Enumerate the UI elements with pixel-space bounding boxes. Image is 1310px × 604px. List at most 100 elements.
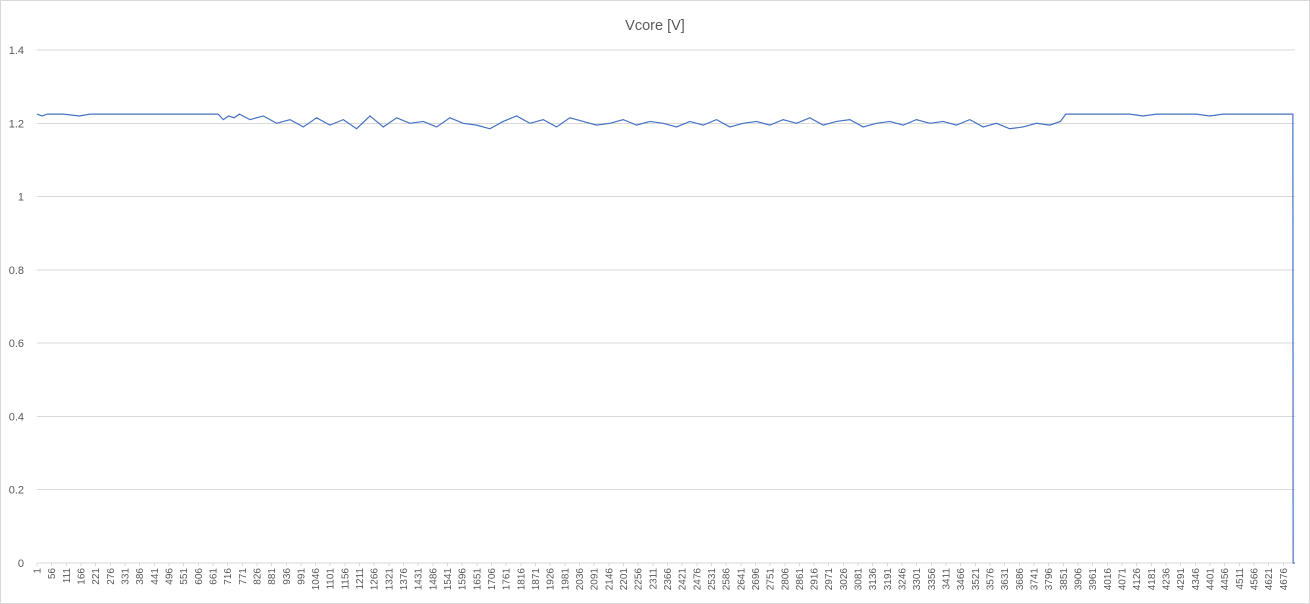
x-tick-label: 4126 <box>1132 568 1143 591</box>
x-tick-label: 3466 <box>956 568 967 591</box>
y-tick-label: 0.4 <box>9 411 24 423</box>
series-group <box>36 113 1295 564</box>
x-tick-label: 56 <box>47 568 58 580</box>
x-tick-label: 4401 <box>1206 568 1217 591</box>
x-tick-label: 2091 <box>590 568 601 591</box>
x-tick-label: 2806 <box>780 568 791 591</box>
x-tick-label: 2586 <box>722 568 733 591</box>
x-tick-label: 1981 <box>560 568 571 591</box>
x-tick-label: 221 <box>91 568 102 585</box>
x-tick-label: 881 <box>267 568 278 585</box>
x-tick-label: 1211 <box>355 568 366 590</box>
x-axis <box>36 562 1295 566</box>
x-tick-label: 2146 <box>604 568 615 591</box>
y-tick-label: 0.2 <box>9 485 24 497</box>
x-tick-label: 331 <box>121 568 132 585</box>
x-tick-label: 1816 <box>516 568 527 591</box>
x-tick-label: 4016 <box>1103 568 1114 591</box>
x-tick-label: 2751 <box>766 568 777 591</box>
x-tick-label: 1431 <box>414 568 425 591</box>
x-tick-label: 3906 <box>1074 568 1085 591</box>
x-tick-label: 4071 <box>1118 568 1129 591</box>
x-tick-label: 2201 <box>619 568 630 591</box>
y-axis-tick-labels: 0 0.2 0.4 0.6 0.8 1 1.2 1.4 <box>9 45 24 570</box>
x-tick-label: 3961 <box>1088 568 1099 591</box>
x-tick-label: 3246 <box>898 568 909 591</box>
y-tick-label: 0.8 <box>9 265 24 277</box>
x-tick-label: 716 <box>223 568 234 585</box>
x-tick-label: 1321 <box>384 568 395 591</box>
x-tick-label: 496 <box>165 568 176 585</box>
x-tick-label: 1926 <box>546 568 557 591</box>
x-tick-label: 3301 <box>912 568 923 591</box>
x-tick-label: 3191 <box>883 568 894 591</box>
x-tick-label: 166 <box>77 568 88 585</box>
y-tick-label: 1.2 <box>9 118 24 130</box>
x-tick-label: 661 <box>208 568 219 585</box>
x-tick-label: 2311 <box>648 568 659 590</box>
x-tick-label: 2531 <box>707 568 718 591</box>
x-tick-label: 771 <box>238 568 249 585</box>
x-tick-label: 3026 <box>839 568 850 591</box>
x-tick-label: 1651 <box>472 568 483 591</box>
x-tick-label: 1761 <box>502 568 513 591</box>
x-tick-label: 2641 <box>736 568 747 591</box>
x-tick-label: 4456 <box>1220 568 1231 591</box>
x-tick-label: 276 <box>106 568 117 585</box>
x-axis-tick-labels: 1 56 111 166 221 276 331 386 441 496 551 606 661 716 7… <box>33 568 1290 591</box>
series-line-0 <box>36 113 1295 564</box>
x-tick-label: 2256 <box>634 568 645 591</box>
x-tick-label: 3851 <box>1059 568 1070 591</box>
x-tick-label: 2696 <box>751 568 762 591</box>
x-tick-label: 991 <box>296 568 307 585</box>
x-tick-label: 4346 <box>1191 568 1202 591</box>
x-tick-label: 2916 <box>810 568 821 591</box>
x-tick-label: 4236 <box>1162 568 1173 591</box>
x-tick-label: 936 <box>282 568 293 585</box>
x-tick-label: 3631 <box>1000 568 1011 591</box>
x-tick-label: 1706 <box>487 568 498 591</box>
chart-title: Vcore [V] <box>625 18 685 34</box>
x-tick-label: 2476 <box>692 568 703 591</box>
x-tick-label: 606 <box>194 568 205 585</box>
y-tick-label: 1.4 <box>9 45 24 57</box>
x-tick-label: 551 <box>179 568 190 585</box>
x-tick-label: 111 <box>62 568 73 584</box>
x-tick-label: 1046 <box>311 568 322 591</box>
x-tick-label: 2421 <box>678 568 689 591</box>
x-tick-label: 4181 <box>1147 568 1158 591</box>
x-tick-label: 3081 <box>854 568 865 591</box>
y-tick-label: 1 <box>18 192 24 204</box>
x-tick-label: 4291 <box>1176 568 1187 591</box>
x-tick-label: 1156 <box>340 568 351 590</box>
x-tick-label: 1541 <box>443 568 454 591</box>
x-tick-label: 2366 <box>663 568 674 591</box>
x-tick-label: 4511 <box>1235 568 1246 590</box>
x-tick-label: 1376 <box>399 568 410 591</box>
x-tick-label: 441 <box>150 568 161 585</box>
x-tick-label: 1871 <box>531 568 542 591</box>
x-tick-label: 3356 <box>927 568 938 591</box>
x-tick-label: 1 <box>33 568 44 574</box>
x-tick-label: 386 <box>135 568 146 585</box>
x-tick-label: 4621 <box>1264 568 1275 591</box>
y-tick-label: 0 <box>18 558 24 570</box>
x-tick-label: 1266 <box>370 568 381 591</box>
x-tick-label: 2036 <box>575 568 586 591</box>
gridlines <box>37 49 1295 564</box>
x-tick-label: 4676 <box>1279 568 1290 591</box>
x-tick-label: 1486 <box>428 568 439 591</box>
x-tick-label: 3521 <box>971 568 982 591</box>
x-tick-label: 4566 <box>1249 568 1260 591</box>
x-tick-label: 3411 <box>942 568 953 590</box>
x-tick-label: 3576 <box>986 568 997 591</box>
x-tick-label: 1596 <box>458 568 469 591</box>
x-tick-label: 1101 <box>326 568 337 590</box>
x-tick-label: 2971 <box>824 568 835 591</box>
x-tick-label: 826 <box>252 568 263 585</box>
x-tick-label: 2861 <box>795 568 806 591</box>
y-tick-label: 0.6 <box>9 338 24 350</box>
x-tick-label: 3136 <box>868 568 879 591</box>
